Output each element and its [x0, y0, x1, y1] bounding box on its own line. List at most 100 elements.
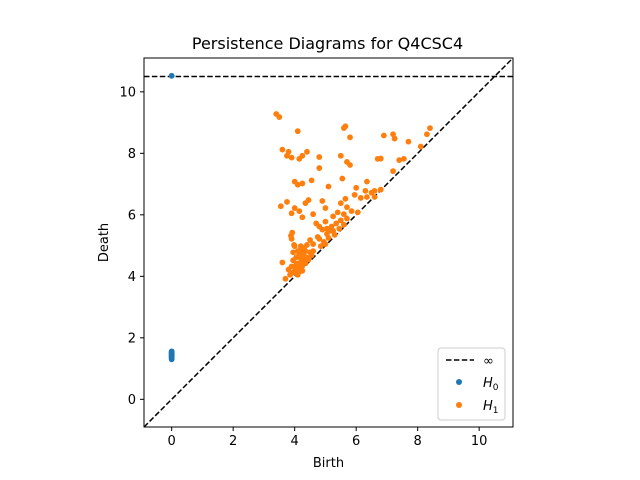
point-h1-6	[380, 132, 387, 139]
point-h1-52	[334, 209, 341, 216]
point-h1-57	[354, 209, 361, 216]
point-h1-122	[307, 249, 313, 256]
point-h1-72	[333, 220, 340, 227]
point-h1-121	[303, 254, 310, 261]
point-h1-59	[364, 194, 370, 200]
point-h1-41	[284, 199, 290, 205]
legend: ∞ H0 H1	[437, 347, 506, 421]
point-h1-19	[304, 148, 310, 155]
series-h0	[168, 72, 175, 363]
x-tick-label-4: 4	[291, 434, 299, 449]
point-h1-128	[324, 230, 330, 237]
point-h1-62	[351, 191, 358, 198]
point-h1-34	[339, 175, 346, 182]
point-h1-102	[289, 229, 296, 236]
y-tick-label-6: 6	[128, 208, 136, 223]
point-h1-33	[308, 177, 315, 184]
legend-h1-label: H1	[483, 399, 499, 416]
point-h1-83	[307, 237, 313, 243]
point-h1-23	[347, 162, 353, 168]
point-h1-21	[337, 152, 344, 159]
point-h1-13	[279, 146, 286, 153]
x-tick-label-2: 2	[229, 434, 237, 449]
y-axis-label: Death	[97, 223, 112, 262]
point-h1-93	[282, 275, 289, 282]
point-h1-45	[291, 205, 298, 211]
point-h1-8	[391, 135, 398, 142]
point-h1-123	[279, 259, 286, 266]
point-h1-40	[377, 186, 384, 193]
legend-h0-sub: 0	[493, 383, 499, 393]
point-h1-27	[400, 155, 407, 162]
point-h1-44	[302, 200, 309, 207]
x-tick-label-0: 0	[168, 434, 176, 449]
point-h1-25	[377, 155, 384, 162]
x-axis-label: Birth	[313, 456, 344, 471]
point-h1-64	[330, 213, 337, 220]
point-h1-118	[297, 243, 304, 250]
diagonal-line	[144, 58, 513, 427]
point-h1-42	[277, 203, 284, 210]
legend-h0-label: H0	[483, 376, 499, 393]
point-h1-63	[340, 211, 347, 218]
point-h1-32	[299, 180, 306, 187]
point-h1-103	[291, 243, 298, 250]
point-h1-54	[342, 195, 349, 202]
point-h1-36	[364, 178, 370, 185]
y-tick-label-10: 10	[119, 85, 136, 100]
x-tick-label-10: 10	[471, 434, 488, 449]
point-h1-50	[319, 198, 326, 204]
point-h1-37	[353, 184, 360, 191]
point-h1-29	[316, 165, 323, 171]
point-h1-9	[427, 125, 433, 132]
point-h1-53	[337, 200, 344, 207]
point-h1-56	[348, 208, 355, 215]
point-h1-1	[276, 114, 283, 120]
point-h1-55	[344, 204, 350, 211]
legend-box	[437, 347, 506, 421]
marks-layer	[144, 58, 513, 427]
point-h1-4	[342, 123, 349, 130]
point-h1-124	[296, 262, 303, 269]
point-h1-85	[304, 242, 310, 248]
point-h0-0	[168, 72, 175, 79]
legend-h1-sub: 1	[493, 406, 499, 416]
x-tick-label-8: 8	[414, 434, 422, 449]
legend-h0-main: H	[483, 376, 493, 391]
point-h1-31	[294, 181, 301, 188]
point-h1-35	[325, 183, 332, 190]
point-h1-12	[417, 143, 424, 150]
point-h1-11	[405, 138, 412, 145]
point-h1-48	[299, 214, 306, 221]
chart-title: Persistence Diagrams for Q4CSC4	[192, 34, 463, 53]
point-h1-127	[316, 235, 323, 242]
point-h1-114	[294, 248, 301, 255]
point-h1-116	[291, 264, 298, 271]
x-tick-label-6: 6	[352, 434, 360, 449]
point-h1-15	[284, 152, 290, 159]
point-h1-16	[288, 154, 295, 161]
y-tick-label-4: 4	[128, 270, 136, 285]
point-h1-125	[299, 267, 306, 274]
point-h1-49	[310, 211, 317, 218]
point-h1-51	[322, 205, 329, 211]
point-h1-38	[362, 187, 369, 194]
point-h1-98	[290, 249, 297, 256]
point-h1-75	[340, 221, 347, 228]
point-h1-18	[299, 152, 306, 159]
point-h1-58	[357, 195, 364, 201]
point-h1-46	[296, 208, 303, 215]
point-h1-5	[347, 134, 353, 141]
point-h1-81	[317, 243, 324, 250]
series-h1	[273, 111, 433, 282]
y-tick-label-2: 2	[128, 331, 136, 346]
x-axis-ticks: 0 2 4 6 8 10	[168, 427, 488, 449]
point-h1-20	[316, 154, 323, 160]
point-h1-67	[319, 226, 326, 233]
legend-infinity-label: ∞	[483, 354, 494, 369]
legend-h1-main: H	[483, 399, 493, 414]
point-h1-28	[390, 168, 396, 175]
legend-h0-marker	[456, 379, 462, 385]
y-tick-label-8: 8	[128, 147, 136, 162]
